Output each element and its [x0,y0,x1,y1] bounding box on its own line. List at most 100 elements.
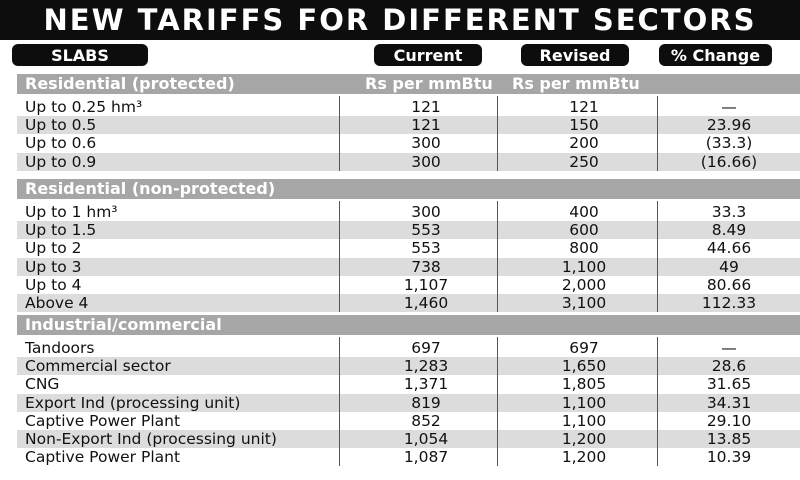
table-row: Up to 2 553 800 44.66 [17,239,800,257]
table-row: Up to 1 hm³ 300 400 33.3 [17,203,800,221]
current-cell: 1,054 [403,430,449,448]
slab-cell: Commercial sector [25,357,171,376]
current-cell: 300 [411,152,441,171]
section-header: Residential (non-protected) [17,179,800,199]
slab-cell: Export Ind (processing unit) [25,393,241,412]
current-cell: 738 [411,257,441,276]
column-divider [339,201,340,313]
section-name: Industrial/commercial [25,315,222,334]
revised-cell: 1,100 [561,411,607,430]
table-row: Up to 0.5 121 150 23.96 [17,116,800,135]
table-row: Up to 4 1,107 2,000 80.66 [17,276,800,294]
section-name: Residential (non-protected) [25,179,276,198]
column-divider [657,96,658,171]
current-cell: 121 [411,116,441,135]
revised-cell: 150 [569,116,599,135]
current-cell: 300 [411,203,441,221]
slab-cell: Up to 0.6 [25,134,97,153]
slab-cell: Captive Power Plant [25,448,181,467]
column-divider [497,201,498,313]
revised-cell: 1,805 [561,375,607,394]
current-cell: 121 [411,98,441,116]
current-cell: 1,371 [403,375,449,394]
column-divider [657,201,658,313]
column-divider [657,337,658,467]
current-cell: 553 [411,239,441,258]
change-cell: (16.66) [700,152,758,171]
column-divider [497,96,498,171]
column-divider [339,337,340,467]
table-row: Up to 0.6 300 200 (33.3) [17,134,800,152]
revised-cell: 1,100 [561,393,607,412]
revised-cell: 800 [569,239,599,258]
table-row: Export Ind (processing unit) 819 1,100 34.3… [17,393,800,412]
change-cell: 23.96 [706,116,752,135]
revised-cell: 200 [569,134,599,153]
revised-cell: 121 [569,98,599,116]
change-cell: 8.49 [711,221,747,240]
table-row: CNG 1,371 1,805 31.65 [17,375,800,393]
revised-cell: 1,200 [561,448,607,467]
header-change: % Change [659,44,772,66]
column-divider [339,96,340,171]
slab-cell: Up to 0.5 [25,116,97,135]
revised-cell: 697 [569,339,599,357]
change-cell: 10.39 [706,448,752,467]
current-cell: 1,087 [403,448,449,467]
current-cell: 852 [411,411,441,430]
slab-cell: Up to 2 [25,239,82,258]
current-cell: 300 [411,134,441,153]
change-cell: 80.66 [706,275,752,294]
change-cell: 29.10 [706,411,752,430]
current-cell: 1,460 [403,294,449,312]
table-row: Above 4 1,460 3,100 112.33 [17,294,800,312]
slab-cell: Up to 1 hm³ [25,203,118,221]
revised-cell: 600 [569,221,599,240]
change-cell: — [721,98,737,116]
table-row: Up to 1.5 553 600 8.49 [17,221,800,240]
column-divider [497,337,498,467]
slab-cell: Non-Export Ind (processing unit) [25,430,277,448]
current-cell: 553 [411,221,441,240]
slab-cell: Up to 0.25 hm³ [25,98,143,116]
change-cell: 13.85 [706,430,752,448]
change-cell: 31.65 [706,375,752,394]
header-current: Current [374,44,482,66]
change-cell: 44.66 [706,239,752,258]
section-name: Residential (protected) [25,74,235,93]
current-cell: 1,107 [403,275,449,294]
change-cell: 49 [719,257,739,276]
section-header: Industrial/commercial [17,315,800,335]
table-row: Up to 0.25 hm³ 121 121 — [17,98,800,116]
revised-cell: 400 [569,203,599,221]
current-cell: 1,283 [403,357,449,376]
slab-cell: Tandoors [25,339,95,357]
revised-cell: 2,000 [561,275,607,294]
current-cell: 819 [411,393,441,412]
revised-cell: 250 [569,152,599,171]
revised-cell: 1,650 [561,357,607,376]
current-cell: 697 [411,339,441,357]
table-row: Up to 0.9 300 250 (16.66) [17,152,800,171]
header-slabs: SLABS [12,44,148,66]
table-row: Captive Power Plant 1,087 1,200 10.39 [17,448,800,466]
slab-cell: Up to 1.5 [25,221,97,240]
table-row: Non-Export Ind (processing unit) 1,054 1,2… [17,430,800,448]
change-cell: (33.3) [705,134,753,153]
page-title: NEW TARIFFS FOR DIFFERENT SECTORS [0,0,800,40]
change-cell: 28.6 [711,357,747,376]
slab-cell: Captive Power Plant [25,411,181,430]
slab-cell: Up to 0.9 [25,152,97,171]
slab-cell: CNG [25,375,60,394]
change-cell: 112.33 [701,294,757,312]
slab-cell: Above 4 [25,294,89,312]
revised-cell: 1,100 [561,257,607,276]
change-cell: 33.3 [711,203,747,221]
unit-revised: Rs per mmBtu [512,74,640,93]
change-cell: — [721,339,737,357]
table-row: Up to 3 738 1,100 49 [17,257,800,276]
section-header: Residential (protected) Rs per mmBtu Rs pe… [17,74,800,94]
header-revised: Revised [521,44,629,66]
slab-cell: Up to 3 [25,257,82,276]
table-row: Tandoors 697 697 — [17,339,800,357]
